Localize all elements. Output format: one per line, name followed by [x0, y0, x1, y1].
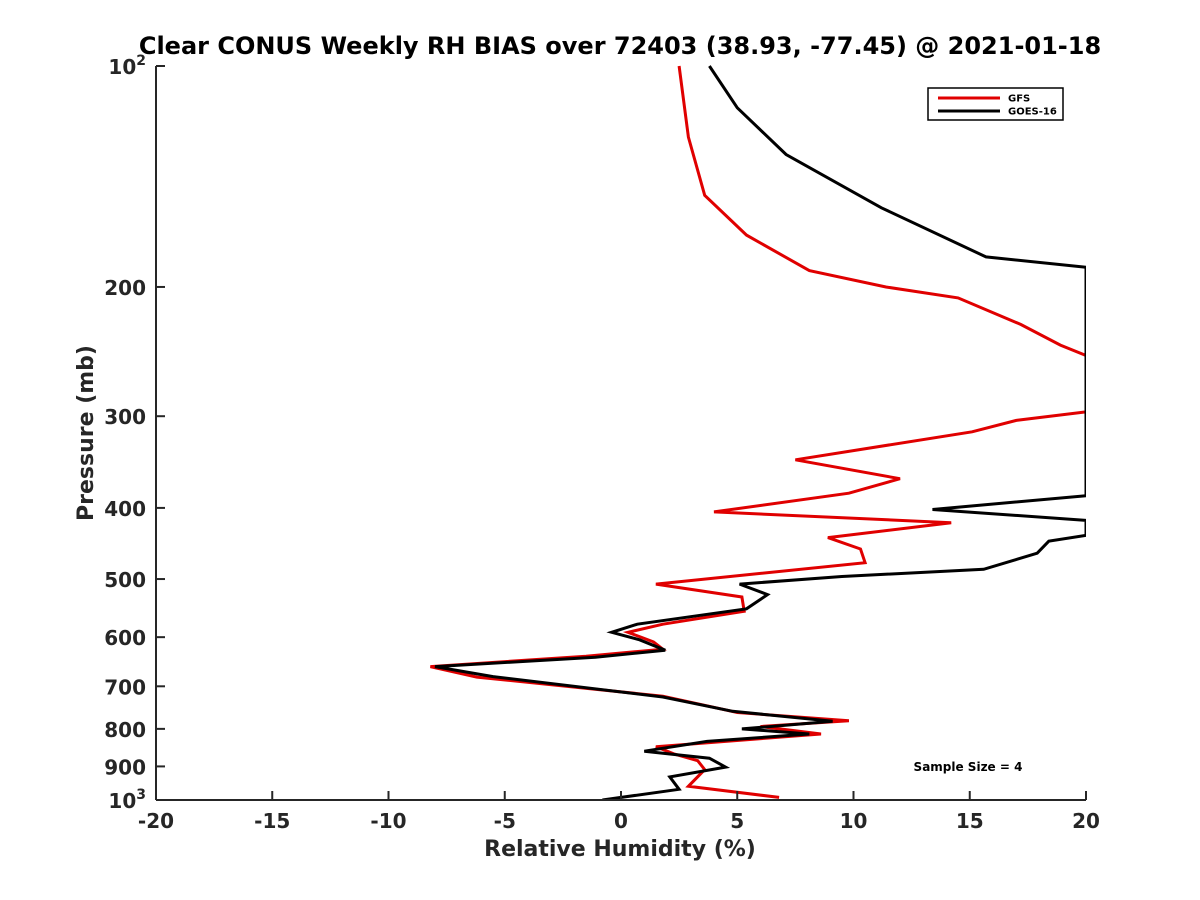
x-tick-label: 0 [614, 809, 628, 833]
x-tick-label: -5 [494, 809, 516, 833]
x-tick-label: 15 [956, 809, 984, 833]
x-axis-label: Relative Humidity (%) [484, 837, 756, 862]
y-tick-label: 103 [108, 787, 146, 813]
legend-label: GFS [1008, 94, 1030, 105]
x-tick-label: -10 [370, 809, 406, 833]
axes: -20 -15 -10 -5 0 5 10 15 20102200300400500600700… [104, 53, 1100, 833]
y-tick-label: 102 [108, 53, 146, 79]
y-tick-exponent: 2 [136, 53, 146, 69]
sample-size-annotation: Sample Size = 4 [914, 760, 1023, 774]
x-tick-label: 20 [1072, 809, 1100, 833]
y-axis-label: Pressure (mb) [74, 345, 99, 521]
x-tick-label: 5 [730, 809, 744, 833]
x-tick-label: -20 [138, 809, 174, 833]
y-tick-base: 10 [108, 789, 136, 813]
y-tick-label: 900 [104, 755, 146, 779]
y-tick-base: 10 [108, 55, 136, 79]
y-tick-label: 200 [104, 276, 146, 300]
legend-box [927, 87, 1064, 121]
series-line-goes-16 [434, 65, 1086, 801]
y-tick-label: 400 [104, 497, 146, 521]
y-tick-label: 500 [104, 568, 146, 592]
legend: GFS GOES-16 [927, 87, 1064, 121]
y-tick-label: 700 [104, 675, 146, 699]
y-tick-label: 800 [104, 718, 146, 742]
x-tick-label: -15 [254, 809, 290, 833]
legend-label: GOES-16 [1008, 107, 1057, 118]
y-tick-label: 600 [104, 626, 146, 650]
y-tick-exponent: 3 [136, 787, 146, 803]
y-tick-label: 300 [104, 405, 146, 429]
chart-title: Clear CONUS Weekly RH BIAS over 72403 (3… [139, 32, 1101, 60]
x-tick-label: 10 [840, 809, 868, 833]
plot-area [430, 65, 1086, 801]
